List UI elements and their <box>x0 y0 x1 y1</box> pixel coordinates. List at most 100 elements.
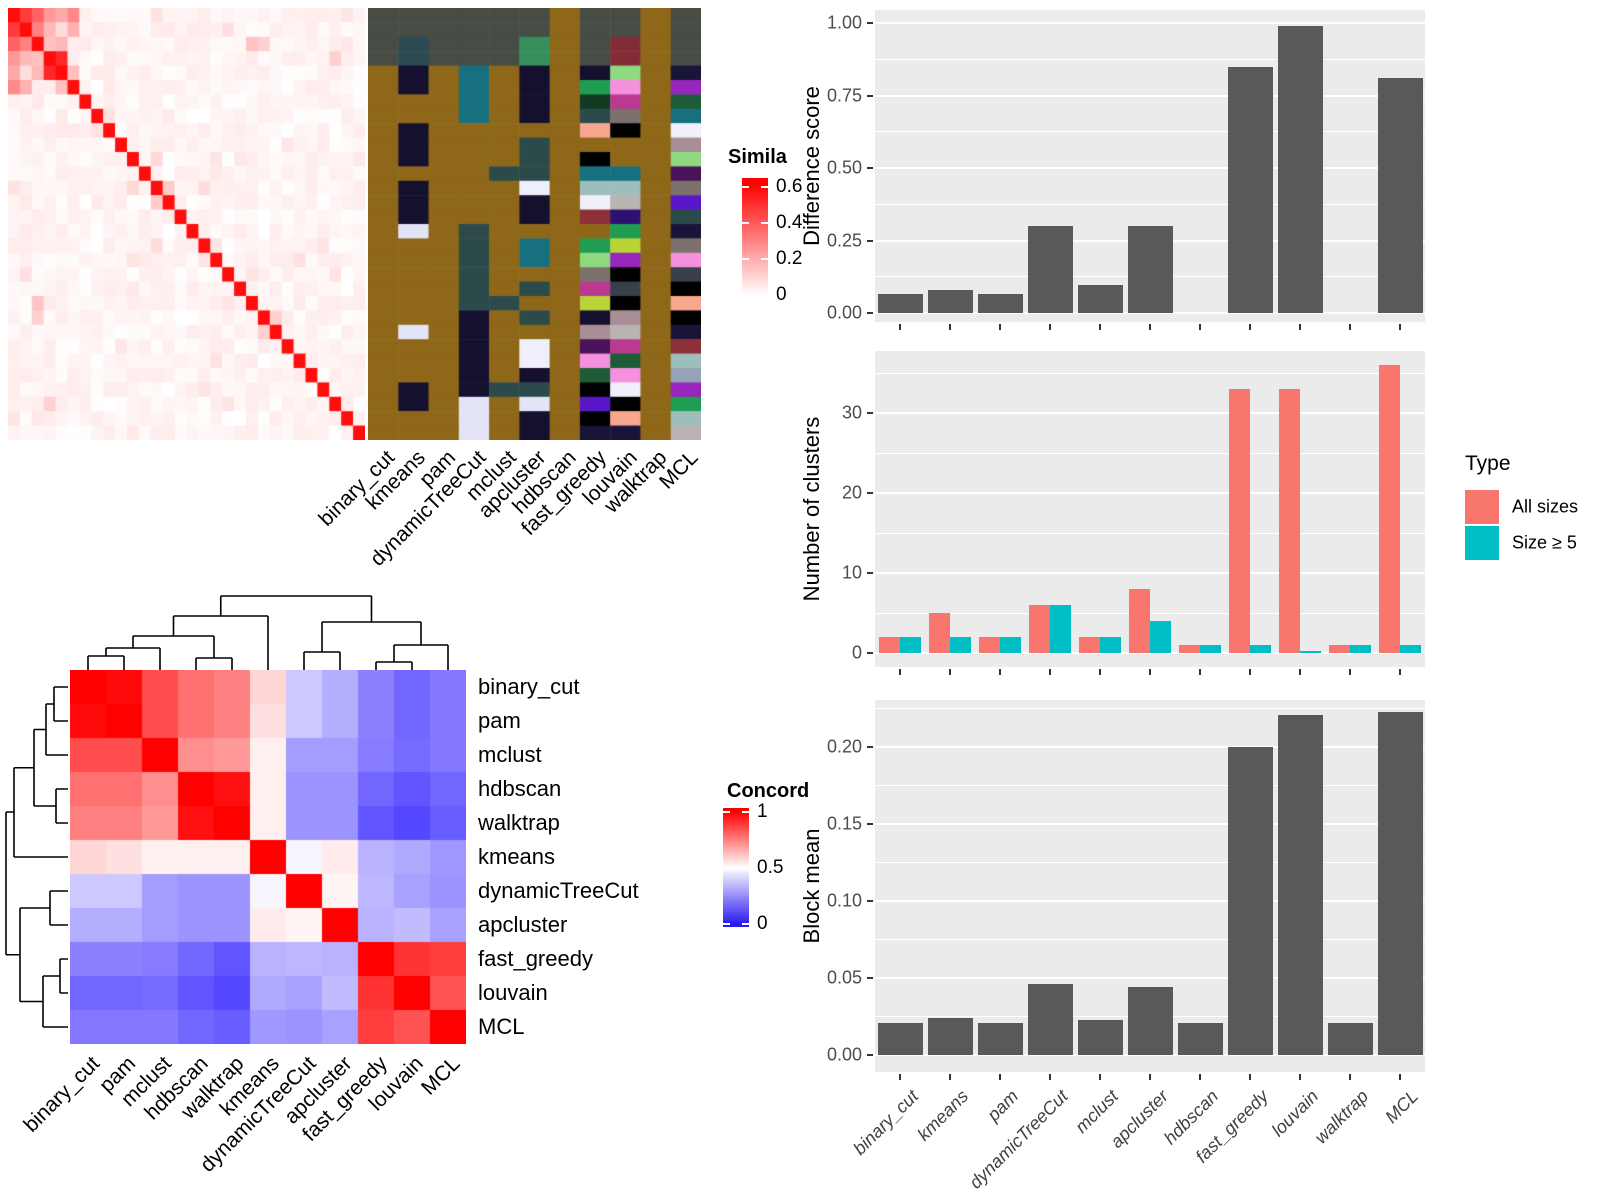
similarity-tick-dash <box>761 222 768 224</box>
concordance-tick-dash <box>742 923 749 925</box>
similarity-tick-dash <box>742 186 749 188</box>
gridline-major <box>875 572 1425 574</box>
y-tick-mark <box>867 977 873 979</box>
x-tick-mark <box>1149 669 1151 675</box>
y-tick-label: 0.00 <box>826 302 862 323</box>
x-tick-mark <box>1199 324 1201 330</box>
concordance-tick-label: 0 <box>757 913 768 934</box>
gridline-minor <box>875 452 1425 454</box>
bar-all-sizes-dynamicTreeCut <box>1029 605 1050 653</box>
y-tick-label: 0.00 <box>826 1044 862 1065</box>
concordance-tick-dash <box>723 923 730 925</box>
x-tick-mark <box>1099 669 1101 675</box>
x-tick-mark <box>999 669 1001 675</box>
x-tick-mark <box>1399 669 1401 675</box>
bar-mclust <box>1077 1019 1123 1055</box>
x-tick-mark <box>1049 324 1051 330</box>
x-tick-mark <box>1049 1074 1051 1080</box>
x-tick-mark <box>899 669 901 675</box>
x-tick-mark <box>1049 669 1051 675</box>
y-tick-label: 30 <box>841 402 862 423</box>
x-tick-mark <box>999 324 1001 330</box>
similarity-tick-label: 0 <box>776 284 787 305</box>
y-tick-label: 0.25 <box>826 230 862 250</box>
bar-all-sizes-pam <box>979 637 1000 653</box>
column-dendrogram <box>87 595 449 670</box>
x-tick-mark <box>1099 1074 1101 1080</box>
similarity-tick-dash <box>742 258 749 260</box>
x-tick-mark <box>949 1074 951 1080</box>
bar-size-5-pam <box>1000 637 1021 653</box>
gridline-major <box>875 167 1425 169</box>
gridline-major <box>875 746 1425 748</box>
similarity-tick-dash <box>761 258 768 260</box>
legend-key-size-ge-5 <box>1465 526 1499 560</box>
concordance-column-label: binary_cut <box>19 1052 105 1137</box>
concordance-row-label: binary_cut <box>478 674 580 699</box>
bar-size-5-dynamicTreeCut <box>1050 605 1071 653</box>
y-tick-label: 0.50 <box>826 157 862 178</box>
x-tick-mark <box>1349 1074 1351 1080</box>
similarity-tick-dash <box>742 222 749 224</box>
type-legend-title: Type <box>1465 452 1511 475</box>
x-tick-mark <box>1349 324 1351 330</box>
similarity-heatmap <box>8 8 365 440</box>
gridline-minor <box>875 58 1425 60</box>
y-tick-mark <box>867 239 873 242</box>
gridline-minor <box>875 372 1425 374</box>
similarity-tick-dash <box>761 186 768 188</box>
concordance-tick-dash <box>742 811 749 813</box>
x-axis-label: pam <box>983 1086 1023 1125</box>
row-dendrogram <box>5 686 68 1028</box>
gridline-major <box>875 312 1425 314</box>
x-tick-mark <box>1299 1074 1301 1080</box>
legend-key-all-sizes <box>1465 490 1499 524</box>
cluster-annotation-heatmap <box>368 8 701 440</box>
bar-hdbscan <box>1177 1022 1223 1055</box>
y-tick-mark <box>867 492 873 494</box>
bar-louvain <box>1277 714 1323 1055</box>
bar-all-sizes-fast_greedy <box>1229 389 1250 653</box>
bar-size-5-fast_greedy <box>1250 645 1271 653</box>
y-tick-mark <box>867 652 873 654</box>
bar-all-sizes-walktrap <box>1329 645 1350 653</box>
x-tick-mark <box>1299 669 1301 675</box>
x-axis-label: binary_cut <box>849 1086 923 1159</box>
y-tick-mark <box>867 167 873 169</box>
concordance-row-label: louvain <box>478 980 548 1005</box>
concordance-tick-dash <box>723 867 730 869</box>
concordance-tick-dash <box>723 811 730 813</box>
bar-size-5-MCL <box>1400 645 1421 653</box>
bar-dynamicTreeCut <box>1027 226 1073 313</box>
block-mean-axis-title: Block mean <box>799 828 824 944</box>
bar-kmeans <box>927 1018 973 1055</box>
y-tick-mark <box>867 1054 873 1056</box>
concordance-row-label: pam <box>478 708 521 733</box>
gridline-minor <box>875 862 1425 863</box>
x-tick-mark <box>1149 1074 1151 1080</box>
concordance-column-label: MCL <box>416 1052 465 1100</box>
bar-all-sizes-hdbscan <box>1179 645 1200 653</box>
y-tick-mark <box>867 94 873 97</box>
bar-louvain <box>1277 25 1323 313</box>
bar-all-sizes-MCL <box>1379 365 1400 653</box>
bar-all-sizes-binary_cut <box>879 637 900 653</box>
gridline-minor <box>875 612 1425 614</box>
x-axis-label: MCL <box>1381 1086 1423 1128</box>
x-tick-mark <box>1399 324 1401 330</box>
y-tick-label: 0 <box>851 642 862 663</box>
bar-MCL <box>1377 711 1423 1055</box>
concordance-legend-title: Concord <box>727 780 810 802</box>
concordance-row-label: dynamicTreeCut <box>478 878 639 903</box>
concordance-tick-label: 1 <box>757 801 768 822</box>
bar-size-5-apcluster <box>1150 621 1171 653</box>
concordance-heatmap <box>70 670 466 1044</box>
bar-binary_cut <box>877 1022 923 1055</box>
concordance-row-label: fast_greedy <box>478 946 593 971</box>
gridline-minor <box>875 131 1425 133</box>
bar-all-sizes-apcluster <box>1129 589 1150 653</box>
chart-panel <box>875 351 1425 667</box>
y-tick-mark <box>867 900 873 902</box>
x-tick-mark <box>1249 669 1251 675</box>
